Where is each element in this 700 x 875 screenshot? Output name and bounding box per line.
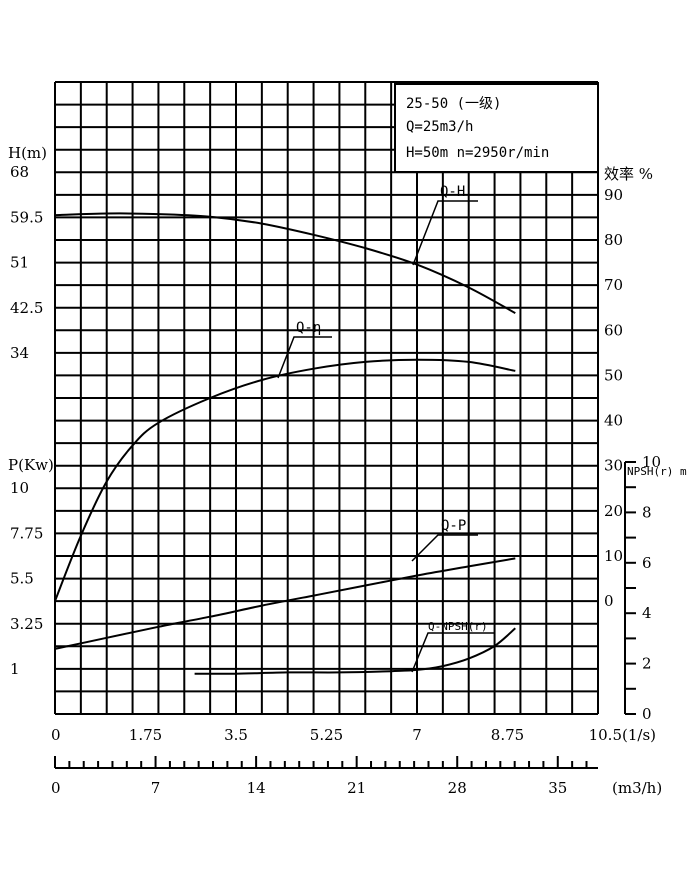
- power-tick-label: 1: [10, 660, 20, 678]
- efficiency-tick-label: 20: [604, 502, 623, 520]
- head-tick-label: 68: [10, 163, 29, 181]
- x-secondary-tick-label: 0: [51, 779, 61, 797]
- power-tick-label: 3.25: [10, 615, 43, 633]
- npsh-tick-label: 4: [642, 604, 652, 622]
- q-h-leader-line: [412, 200, 478, 266]
- power-tick-label: 10: [10, 479, 29, 497]
- npsh-tick-label: 8: [642, 503, 652, 521]
- series-label-q-npsh: Q-NPSH(r): [428, 620, 488, 633]
- x-tick-5-25: 5.25: [310, 726, 343, 744]
- x-tick-7: 7: [412, 726, 422, 744]
- head-tick-label: 34: [10, 344, 29, 362]
- npsh-tick-label: 6: [642, 554, 652, 572]
- head-tick-label: 59.5: [10, 208, 43, 226]
- x-secondary-tick-label: 21: [347, 779, 366, 797]
- series-label-q-eta: Q-η: [296, 320, 321, 336]
- info-head-speed: H=50m n=2950r/min: [406, 145, 549, 161]
- series-label-q-p: Q-P: [441, 518, 466, 534]
- series-label-q-h: Q-H: [440, 184, 465, 200]
- q-npsh-curve: [194, 627, 516, 675]
- efficiency-axis-title: 效率 %: [604, 165, 653, 183]
- efficiency-tick-label: 90: [604, 186, 623, 204]
- info-model: 25-50 (一级): [406, 96, 501, 112]
- head-axis-title: H(m): [8, 144, 47, 162]
- x-secondary-tick-label: 28: [448, 779, 467, 797]
- power-axis-title: P(Kw): [8, 456, 54, 474]
- x-secondary-tick-label: 14: [247, 779, 266, 797]
- efficiency-tick-label: 30: [604, 457, 623, 475]
- chart-curves: [54, 200, 516, 675]
- x-secondary-tick-label: 35: [548, 779, 567, 797]
- q-eta-curve: [54, 358, 516, 602]
- power-tick-label: 5.5: [10, 570, 34, 588]
- q-p-leader-line: [411, 534, 478, 562]
- x-tick-10-5: 10.5: [589, 726, 622, 744]
- q-eta-leader-line: [277, 336, 332, 379]
- chart-axes: 0 1.75 3.5 5.25 7 8.75 10.50 7 14 21 28 356859.5514…: [10, 163, 661, 797]
- pump-info-box: 25-50 (一级) Q=25m3/h H=50m n=2950r/min: [394, 83, 599, 173]
- efficiency-tick-label: 10: [604, 547, 623, 565]
- x-second-unit: (m3/h): [612, 779, 662, 797]
- efficiency-tick-label: 0: [604, 592, 614, 610]
- npsh-tick-label: 0: [642, 705, 652, 723]
- head-tick-label: 51: [10, 254, 29, 272]
- x-main-unit: (1/s): [622, 726, 656, 744]
- power-tick-label: 7.75: [10, 524, 43, 542]
- q-npsh-leader-line: [411, 632, 494, 673]
- info-box-frame: [394, 83, 599, 173]
- efficiency-tick-label: 50: [604, 366, 623, 384]
- efficiency-tick-label: 60: [604, 321, 623, 339]
- x-tick-1-75: 1.75: [129, 726, 162, 744]
- npsh-axis-title: NPSH(r) m: [627, 465, 687, 478]
- head-tick-label: 42.5: [10, 299, 43, 317]
- efficiency-tick-label: 70: [604, 276, 623, 294]
- info-flow: Q=25m3/h: [406, 119, 473, 135]
- x-tick-3-5: 3.5: [224, 726, 248, 744]
- efficiency-tick-label: 40: [604, 412, 623, 430]
- chart-grid: [54, 81, 599, 715]
- npsh-tick-label: 2: [642, 655, 652, 673]
- x-tick-0: 0: [51, 726, 61, 744]
- efficiency-tick-label: 80: [604, 231, 623, 249]
- q-h-curve: [54, 212, 516, 314]
- x-tick-8-75: 8.75: [491, 726, 524, 744]
- x-secondary-tick-label: 7: [151, 779, 161, 797]
- q-p-curve: [54, 557, 516, 650]
- npsh-tick-label: 10: [642, 453, 661, 471]
